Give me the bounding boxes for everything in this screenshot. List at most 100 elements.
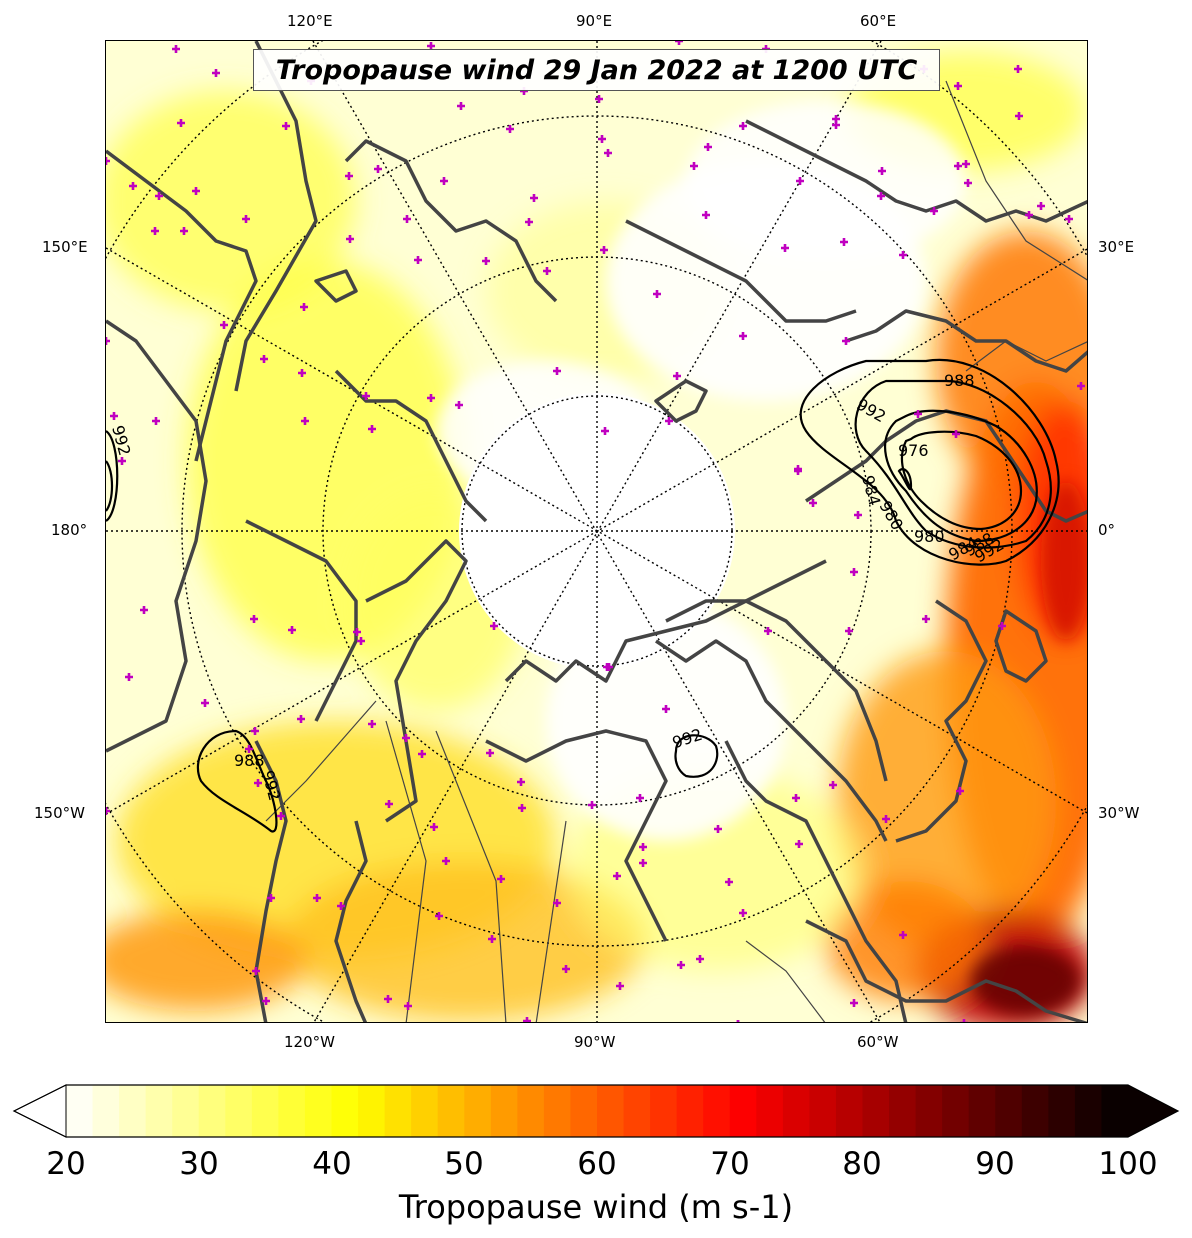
station-marker bbox=[486, 749, 494, 757]
station-marker bbox=[1025, 211, 1033, 219]
station-marker bbox=[414, 256, 422, 264]
station-marker bbox=[600, 246, 608, 254]
station-marker bbox=[357, 637, 365, 645]
station-marker bbox=[601, 427, 609, 435]
station-marker bbox=[177, 119, 185, 127]
station-marker bbox=[106, 157, 110, 165]
station-marker bbox=[362, 392, 370, 400]
station-marker bbox=[430, 823, 438, 831]
station-marker bbox=[899, 931, 907, 939]
station-marker bbox=[662, 705, 670, 713]
station-marker bbox=[482, 257, 490, 265]
station-marker bbox=[282, 122, 290, 130]
lon-label-bottom: 60°W bbox=[857, 1033, 899, 1051]
colorbar-segment bbox=[517, 1085, 545, 1137]
colorbar-segment bbox=[756, 1085, 784, 1137]
station-marker bbox=[442, 857, 450, 865]
colorbar-tick-label: 100 bbox=[1098, 1146, 1158, 1182]
lon-label-left: 150°E bbox=[42, 238, 88, 256]
colorbar-label: Tropopause wind (m s-1) bbox=[398, 1188, 794, 1226]
lon-label-left: 180° bbox=[51, 521, 88, 539]
station-marker bbox=[457, 102, 465, 110]
station-marker bbox=[702, 211, 710, 219]
station-marker bbox=[1077, 382, 1085, 390]
station-marker bbox=[673, 372, 681, 380]
station-marker bbox=[180, 227, 188, 235]
station-marker bbox=[201, 699, 209, 707]
colorbar-segment bbox=[889, 1085, 917, 1137]
station-marker bbox=[297, 715, 305, 723]
station-marker bbox=[488, 935, 496, 943]
colorbar-segment bbox=[915, 1085, 943, 1137]
station-marker bbox=[952, 430, 960, 438]
map-panel: 992 988 992 984 980 976 980 984 988 992 … bbox=[105, 40, 1088, 1023]
colorbar-segment bbox=[570, 1085, 598, 1137]
station-marker bbox=[260, 355, 268, 363]
station-marker bbox=[384, 995, 392, 1003]
borders bbox=[265, 80, 1087, 1022]
station-marker bbox=[829, 781, 837, 789]
colorbar-tick-label: 60 bbox=[577, 1146, 617, 1182]
station-marker bbox=[346, 235, 354, 243]
station-marker bbox=[613, 872, 621, 880]
colorbar-outline bbox=[12, 1084, 1180, 1138]
station-marker bbox=[595, 95, 603, 103]
colorbar-segment bbox=[942, 1085, 970, 1137]
station-marker bbox=[250, 615, 258, 623]
colorbar-segment bbox=[703, 1085, 731, 1137]
station-marker bbox=[337, 902, 345, 910]
isobar-label: 980 bbox=[914, 527, 945, 546]
station-marker bbox=[385, 800, 393, 808]
station-marker bbox=[374, 165, 382, 173]
station-marker bbox=[832, 121, 840, 129]
station-marker bbox=[854, 511, 862, 519]
station-marker bbox=[795, 840, 803, 848]
colorbar-segment bbox=[331, 1085, 359, 1137]
colorbar-segment bbox=[172, 1085, 200, 1137]
lon-label-bottom: 120°W bbox=[284, 1033, 335, 1051]
station-marker bbox=[850, 568, 858, 576]
colorbar-segment bbox=[464, 1085, 492, 1137]
colorbar-segment bbox=[384, 1085, 412, 1137]
colorbar-segment bbox=[437, 1085, 465, 1137]
colorbar-tick-label: 90 bbox=[975, 1146, 1015, 1182]
colorbar-segment bbox=[1101, 1085, 1129, 1137]
station-marker bbox=[954, 162, 962, 170]
colorbar-segment bbox=[676, 1085, 704, 1137]
colorbar-segment bbox=[862, 1085, 890, 1137]
colorbar-tick-label: 80 bbox=[842, 1146, 882, 1182]
station-marker bbox=[300, 303, 308, 311]
colorbar-segment bbox=[835, 1085, 864, 1137]
station-marker bbox=[636, 794, 644, 802]
station-marker bbox=[930, 207, 938, 215]
colorbar-tick-label: 20 bbox=[46, 1146, 86, 1182]
graticule bbox=[106, 41, 1087, 1022]
station-marker bbox=[106, 337, 110, 345]
station-marker bbox=[1037, 202, 1045, 210]
station-marker bbox=[882, 815, 890, 823]
station-marker bbox=[639, 859, 647, 867]
lon-label-bottom: 90°W bbox=[574, 1033, 616, 1051]
lon-label-right: 0° bbox=[1098, 521, 1116, 539]
station-marker bbox=[517, 778, 525, 786]
colorbar-segment bbox=[1074, 1085, 1103, 1137]
colorbar-segment bbox=[225, 1085, 253, 1137]
station-marker bbox=[403, 215, 411, 223]
station-marker bbox=[714, 825, 722, 833]
station-marker bbox=[220, 321, 228, 329]
lon-label-top: 120°E bbox=[287, 12, 333, 30]
station-marker bbox=[704, 143, 712, 151]
station-marker bbox=[725, 878, 733, 886]
station-marker bbox=[353, 628, 361, 636]
station-marker bbox=[155, 192, 163, 200]
station-marker bbox=[739, 122, 747, 130]
station-marker bbox=[877, 192, 885, 200]
station-marker bbox=[118, 457, 126, 465]
station-marker bbox=[562, 965, 570, 973]
station-marker bbox=[152, 417, 160, 425]
station-marker bbox=[878, 167, 886, 175]
station-marker bbox=[922, 615, 930, 623]
station-marker bbox=[690, 162, 698, 170]
station-marker bbox=[956, 787, 964, 795]
station-marker bbox=[368, 425, 376, 433]
